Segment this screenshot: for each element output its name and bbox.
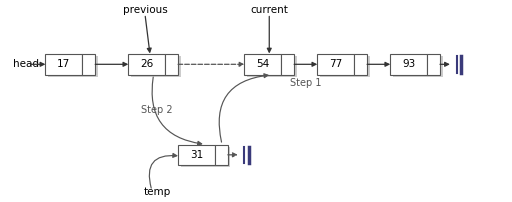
FancyBboxPatch shape: [430, 56, 443, 77]
Text: temp: temp: [143, 186, 170, 197]
Text: 26: 26: [140, 59, 153, 69]
Text: Step 2: Step 2: [141, 105, 173, 115]
Text: previous: previous: [123, 5, 167, 15]
FancyBboxPatch shape: [217, 146, 230, 167]
FancyBboxPatch shape: [284, 56, 297, 77]
Text: 77: 77: [329, 59, 342, 69]
Text: current: current: [250, 5, 288, 15]
FancyBboxPatch shape: [181, 146, 217, 167]
Text: head: head: [13, 59, 38, 69]
FancyBboxPatch shape: [317, 54, 354, 75]
FancyBboxPatch shape: [320, 56, 356, 77]
FancyBboxPatch shape: [167, 56, 181, 77]
FancyBboxPatch shape: [46, 54, 82, 75]
Text: 93: 93: [402, 59, 415, 69]
Text: 17: 17: [57, 59, 70, 69]
FancyBboxPatch shape: [356, 56, 370, 77]
FancyBboxPatch shape: [247, 56, 284, 77]
FancyBboxPatch shape: [427, 54, 440, 75]
FancyBboxPatch shape: [165, 54, 178, 75]
FancyBboxPatch shape: [281, 54, 294, 75]
FancyBboxPatch shape: [215, 145, 228, 165]
FancyBboxPatch shape: [354, 54, 367, 75]
FancyBboxPatch shape: [131, 56, 167, 77]
FancyBboxPatch shape: [84, 56, 98, 77]
FancyBboxPatch shape: [390, 54, 427, 75]
FancyBboxPatch shape: [48, 56, 84, 77]
FancyBboxPatch shape: [393, 56, 430, 77]
Text: Step 1: Step 1: [290, 78, 322, 88]
Text: 31: 31: [189, 150, 203, 160]
FancyBboxPatch shape: [129, 54, 165, 75]
FancyBboxPatch shape: [82, 54, 95, 75]
Text: 54: 54: [256, 59, 269, 69]
FancyBboxPatch shape: [178, 145, 215, 165]
FancyBboxPatch shape: [244, 54, 281, 75]
